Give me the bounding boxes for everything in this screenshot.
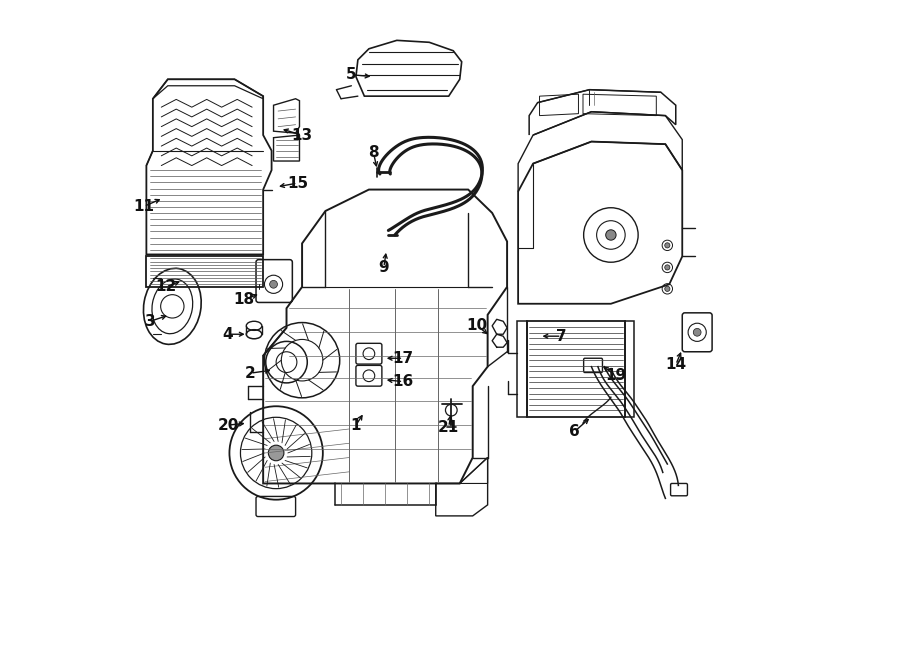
Bar — [626, 320, 634, 416]
Text: 7: 7 — [556, 329, 567, 344]
Text: 17: 17 — [392, 351, 414, 365]
Text: 21: 21 — [438, 420, 459, 434]
Text: 3: 3 — [145, 314, 156, 329]
Text: 12: 12 — [155, 279, 176, 295]
Text: 13: 13 — [292, 128, 312, 142]
Circle shape — [665, 265, 670, 270]
Bar — [526, 320, 626, 416]
Text: 10: 10 — [467, 318, 488, 333]
Text: 15: 15 — [287, 175, 308, 191]
Text: 4: 4 — [223, 327, 233, 342]
Circle shape — [268, 445, 284, 461]
Text: 11: 11 — [133, 199, 154, 214]
Text: 19: 19 — [605, 367, 626, 383]
Text: 1: 1 — [351, 418, 361, 432]
Circle shape — [270, 281, 277, 288]
Text: 8: 8 — [368, 145, 379, 160]
Text: 6: 6 — [569, 424, 580, 439]
Circle shape — [606, 230, 616, 240]
Circle shape — [665, 286, 670, 291]
Text: 9: 9 — [379, 260, 389, 275]
Circle shape — [665, 243, 670, 248]
Circle shape — [693, 328, 701, 336]
Bar — [518, 320, 526, 416]
Text: 20: 20 — [218, 418, 238, 432]
Text: 2: 2 — [245, 365, 256, 381]
Text: 18: 18 — [233, 293, 255, 307]
Text: 16: 16 — [392, 374, 414, 389]
Text: 5: 5 — [346, 68, 356, 82]
Text: 14: 14 — [665, 357, 687, 372]
